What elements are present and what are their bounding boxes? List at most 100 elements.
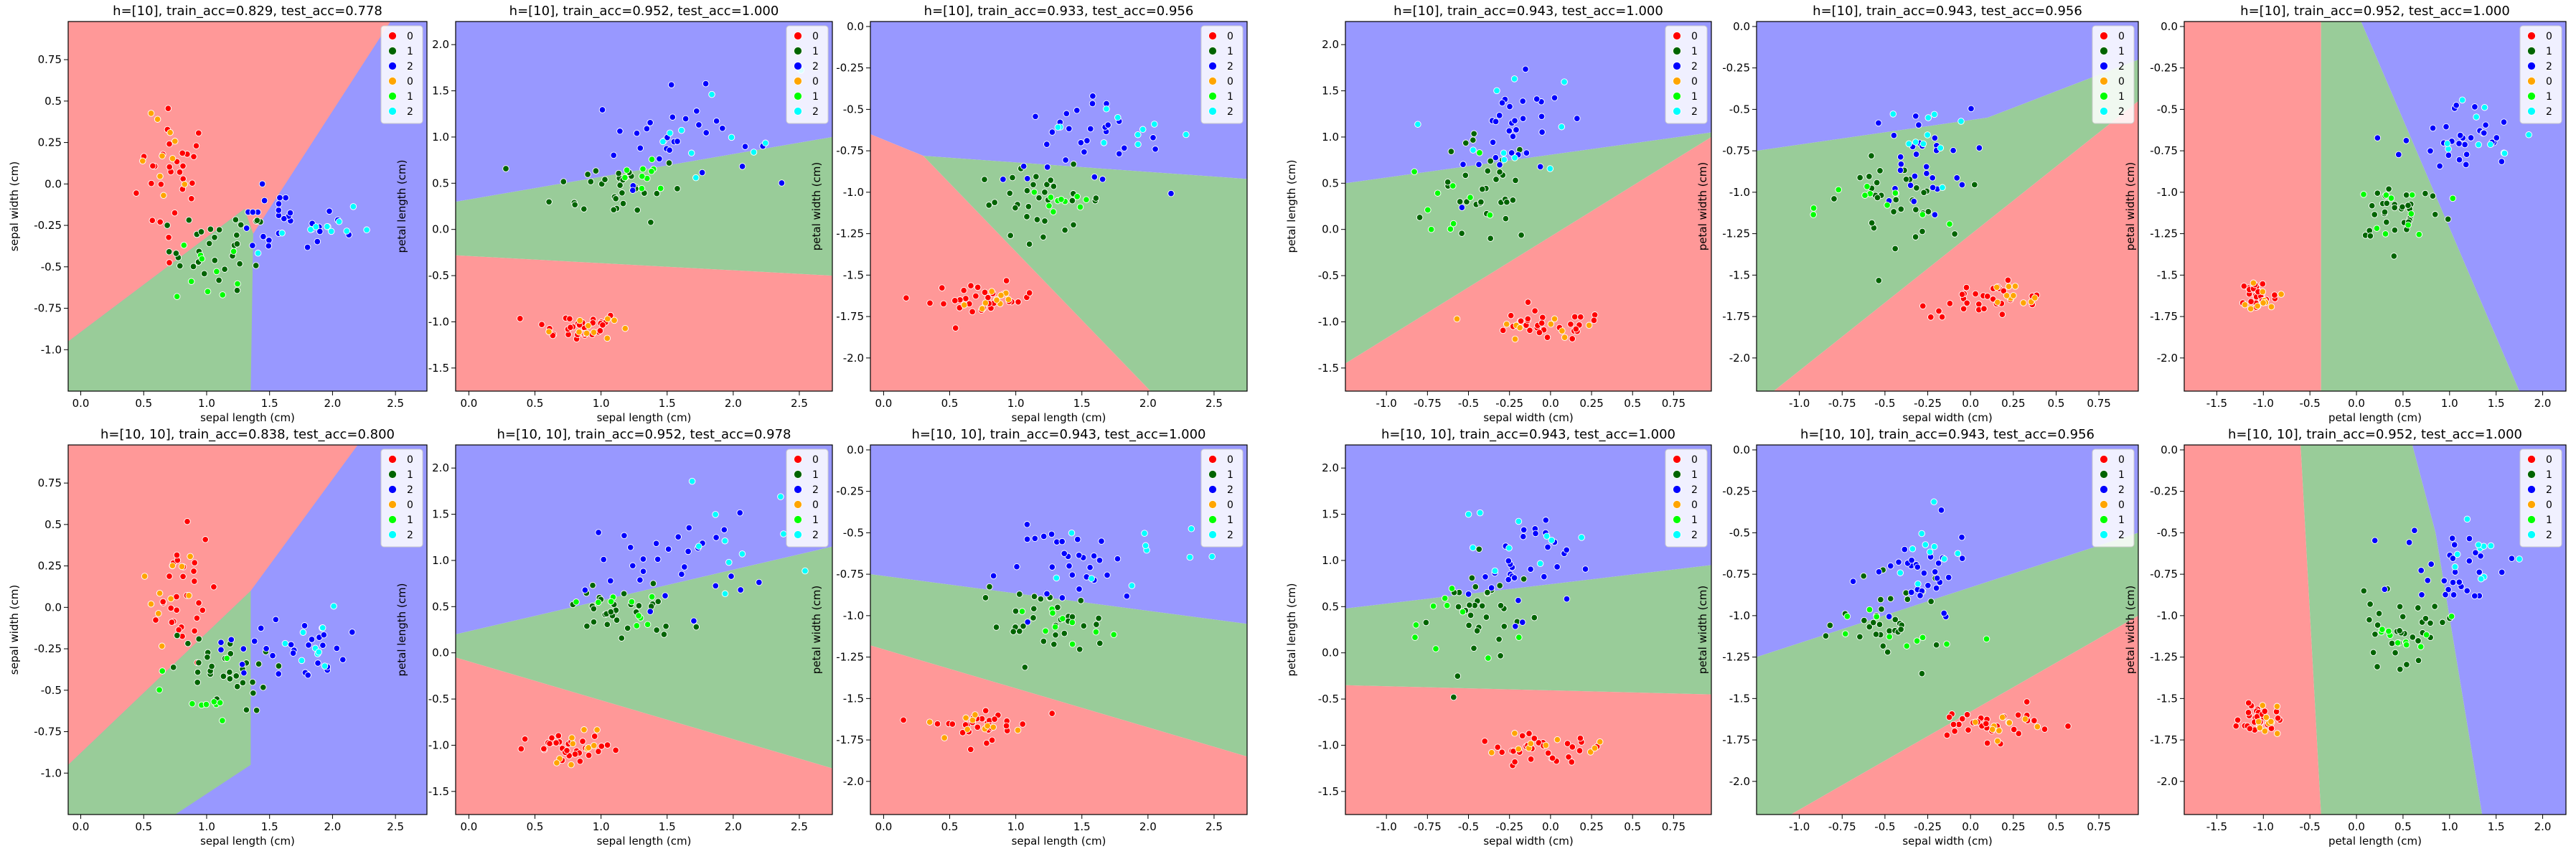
- point-train-class-1: [1477, 198, 1485, 206]
- point-train-class-1: [1912, 233, 1919, 240]
- point-test-class-0: [1527, 740, 1535, 747]
- point-train-class-0: [1544, 749, 1552, 757]
- point-train-class-1: [2409, 634, 2417, 641]
- y-tick-label: -1.75: [2150, 310, 2178, 323]
- x-tick-label: 0.0: [875, 397, 892, 410]
- point-train-class-2: [2381, 586, 2389, 593]
- region-class-2: [1345, 22, 1711, 184]
- point-train-class-1: [252, 262, 260, 269]
- legend: 0 1 2 0 1 2: [1665, 449, 1708, 548]
- legend-marker: [794, 47, 802, 55]
- y-tick-label: -1.0: [1729, 609, 1750, 622]
- y-tick-label: 2.0: [1322, 461, 1339, 474]
- x-tick-label: 0.0: [1962, 820, 1979, 833]
- point-test-class-2: [2473, 113, 2480, 121]
- legend-label: 1: [1691, 46, 1698, 57]
- point-test-class-0: [593, 726, 601, 733]
- y-axis-label: sepal width (cm): [8, 161, 21, 251]
- y-tick-label: -2.0: [2157, 775, 2178, 788]
- point-test-class-0: [1511, 730, 1518, 737]
- point-train-class-1: [592, 167, 600, 174]
- point-train-class-0: [1002, 277, 1010, 284]
- point-train-class-1: [603, 621, 611, 628]
- point-train-class-1: [1475, 545, 1483, 553]
- legend-label: 1: [2546, 469, 2552, 481]
- point-train-class-1: [2396, 627, 2403, 634]
- point-train-class-2: [1495, 112, 1503, 119]
- legend-marker: [2527, 530, 2536, 539]
- point-test-class-0: [2267, 303, 2275, 311]
- point-test-class-0: [1453, 315, 1461, 323]
- point-train-class-1: [2366, 616, 2373, 624]
- legend-label: 1: [2546, 515, 2552, 526]
- legend-box: [786, 25, 829, 124]
- point-test-class-1: [223, 654, 230, 662]
- x-axis-label: sepal length (cm): [597, 411, 692, 424]
- y-tick-label: 0.25: [38, 136, 62, 149]
- point-test-class-2: [1896, 569, 1904, 576]
- point-train-class-0: [190, 153, 197, 161]
- point-train-class-2: [2443, 123, 2450, 131]
- point-test-class-0: [989, 723, 997, 731]
- point-test-class-0: [169, 562, 177, 569]
- subplot-1: 0.0 0.5 1.0 1.5 2.0 2.5 -1.0 -0.75 -0.5 -0.25 0.0 0…: [8, 4, 428, 424]
- point-test-class-2: [1546, 165, 1554, 172]
- point-test-class-0: [2254, 302, 2261, 310]
- point-train-class-1: [1891, 616, 1899, 624]
- point-train-class-1: [2402, 192, 2410, 199]
- point-train-class-1: [1454, 672, 1462, 680]
- point-train-class-2: [1907, 182, 1914, 189]
- x-tick-label: 1.0: [1007, 397, 1025, 410]
- point-train-class-2: [1937, 507, 1945, 514]
- point-train-class-2: [314, 660, 321, 667]
- decision-regions: [456, 22, 832, 391]
- point-train-class-2: [2463, 151, 2471, 158]
- point-train-class-0: [540, 745, 547, 753]
- point-test-class-0: [2010, 292, 2017, 299]
- point-train-class-0: [193, 614, 201, 622]
- legend-marker: [794, 92, 802, 100]
- point-test-class-2: [1511, 154, 1518, 161]
- point-test-class-1: [204, 288, 212, 296]
- point-train-class-0: [591, 733, 598, 740]
- point-test-class-2: [1924, 131, 1931, 139]
- point-train-class-1: [255, 660, 263, 667]
- point-train-class-2: [282, 194, 289, 202]
- y-tick-label: -2.0: [843, 352, 864, 365]
- x-tick-label: -1.5: [2206, 820, 2227, 833]
- y-tick-label: -1.75: [1722, 310, 1750, 323]
- point-train-class-1: [1904, 596, 1912, 603]
- point-test-class-0: [1551, 315, 1559, 323]
- point-test-class-1: [1842, 630, 1849, 637]
- axes-frame: [455, 444, 833, 815]
- legend-marker: [2100, 530, 2108, 539]
- point-train-class-1: [1010, 628, 1017, 635]
- subplot-title: h=[10], train_acc=0.952, test_acc=1.000: [509, 4, 779, 19]
- point-train-class-2: [1506, 103, 1513, 111]
- point-train-class-0: [2247, 298, 2255, 305]
- point-train-class-2: [2471, 592, 2478, 600]
- legend-marker: [1208, 455, 1217, 464]
- y-tick-label: -0.5: [428, 269, 449, 282]
- legend-label: 0: [1691, 454, 1698, 466]
- legend-marker: [2527, 485, 2536, 494]
- point-train-class-0: [1002, 722, 1010, 730]
- y-tick-label: 0.0: [432, 223, 449, 236]
- legend: 0 1 2 0 1 2: [380, 25, 423, 124]
- legend: 0 1 2 0 1 2: [380, 449, 423, 548]
- legend-marker: [388, 515, 397, 524]
- point-train-class-1: [982, 594, 989, 601]
- legend-label: 0: [812, 31, 819, 42]
- point-test-class-1: [2394, 639, 2402, 647]
- point-train-class-1: [165, 248, 173, 255]
- point-train-class-2: [1917, 592, 1924, 599]
- point-train-class-1: [1484, 167, 1492, 174]
- point-train-class-0: [1919, 302, 1927, 310]
- y-axis-label: petal length (cm): [1285, 583, 1298, 677]
- point-train-class-1: [1416, 214, 1424, 221]
- x-tick-label: 2.5: [1205, 397, 1223, 410]
- legend-box: [2519, 449, 2562, 548]
- point-test-class-0: [997, 291, 1005, 299]
- point-train-class-1: [1868, 152, 1875, 159]
- point-train-class-1: [1497, 652, 1504, 660]
